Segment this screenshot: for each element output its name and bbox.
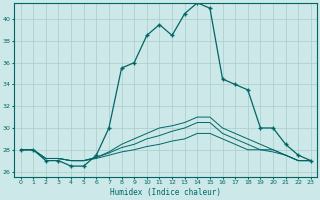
X-axis label: Humidex (Indice chaleur): Humidex (Indice chaleur) — [110, 188, 221, 197]
